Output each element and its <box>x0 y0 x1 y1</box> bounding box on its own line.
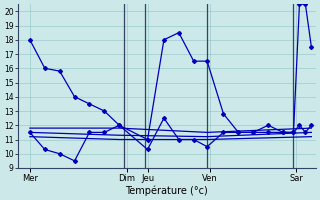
X-axis label: Température (°c): Température (°c) <box>125 185 208 196</box>
